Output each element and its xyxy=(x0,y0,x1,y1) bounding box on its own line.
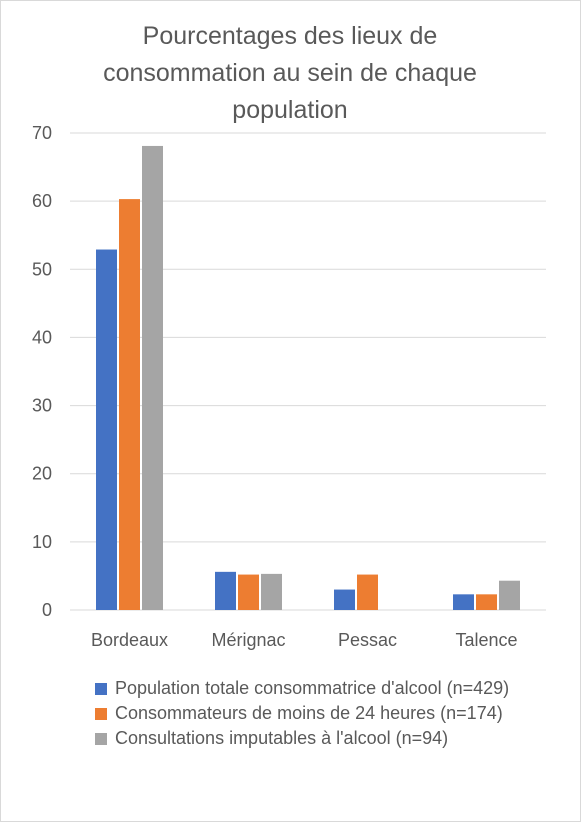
x-tick-label: Talence xyxy=(455,630,517,650)
bar xyxy=(215,571,236,610)
legend-item-population-totale: Population totale consommatrice d'alcool… xyxy=(95,676,565,701)
y-tick-label: 20 xyxy=(32,464,52,484)
bar xyxy=(476,594,497,610)
bar xyxy=(499,580,520,610)
bar xyxy=(453,594,474,610)
x-tick-label: Mérignac xyxy=(211,630,285,650)
bar xyxy=(334,589,355,610)
legend: Population totale consommatrice d'alcool… xyxy=(95,676,565,751)
legend-label: Consultations imputables à l'alcool (n=9… xyxy=(115,728,449,748)
y-tick-label: 70 xyxy=(32,123,52,143)
legend-item-consultations: Consultations imputables à l'alcool (n=9… xyxy=(95,726,565,751)
legend-swatch xyxy=(95,733,107,745)
y-tick-label: 0 xyxy=(42,600,52,620)
legend-label: Consommateurs de moins de 24 heures (n=1… xyxy=(115,703,503,723)
y-tick-label: 30 xyxy=(32,396,52,416)
y-tick-label: 60 xyxy=(32,191,52,211)
x-tick-label: Bordeaux xyxy=(91,630,168,650)
legend-swatch xyxy=(95,708,107,720)
bar xyxy=(261,573,282,610)
bar xyxy=(142,145,163,610)
legend-swatch xyxy=(95,683,107,695)
bar xyxy=(119,199,140,610)
y-tick-label: 10 xyxy=(32,532,52,552)
legend-item-consommateurs-24h: Consommateurs de moins de 24 heures (n=1… xyxy=(95,701,565,726)
bar xyxy=(96,249,117,610)
bar xyxy=(357,574,378,610)
y-tick-label: 50 xyxy=(32,259,52,279)
bar xyxy=(238,574,259,610)
chart-title: Pourcentages des lieux de consommation a… xyxy=(103,22,477,124)
x-tick-label: Pessac xyxy=(338,630,397,650)
y-tick-label: 40 xyxy=(32,327,52,347)
legend-label: Population totale consommatrice d'alcool… xyxy=(115,678,510,698)
